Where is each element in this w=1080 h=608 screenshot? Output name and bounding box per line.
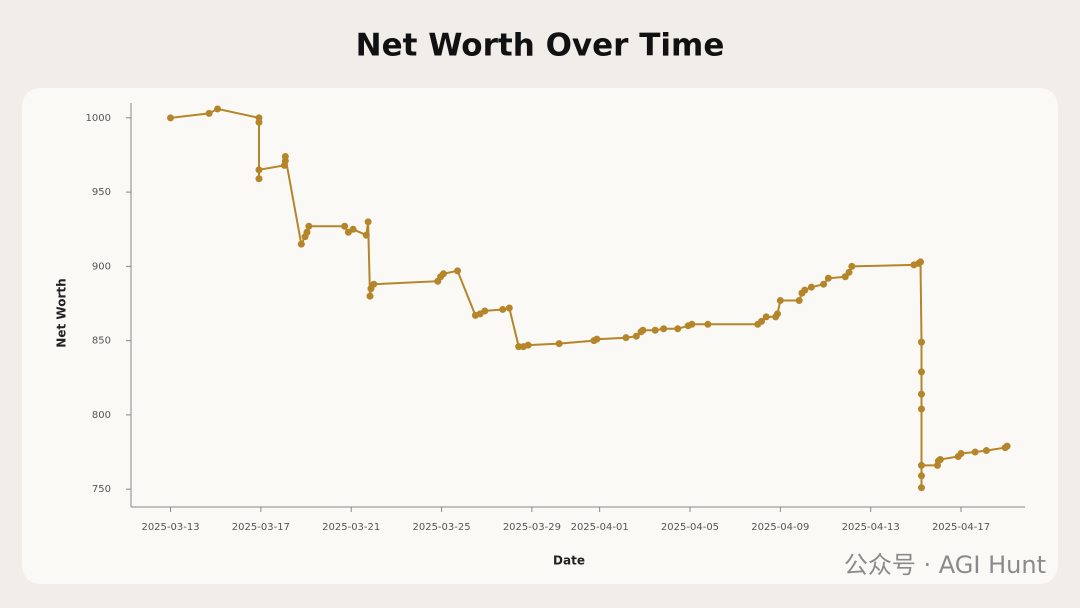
point <box>505 304 513 312</box>
point <box>214 105 222 113</box>
point <box>917 472 925 480</box>
point <box>917 484 925 492</box>
point <box>917 405 925 413</box>
y-tick-label: 850 <box>92 336 111 347</box>
point <box>688 320 696 328</box>
point <box>776 297 784 305</box>
watermark: 公众号 · AGI Hunt <box>844 551 1046 579</box>
x-tick-label: 2025-03-17 <box>232 522 290 533</box>
point <box>758 317 766 325</box>
point <box>660 325 668 333</box>
x-tick-label: 2025-04-05 <box>661 522 719 533</box>
point <box>555 340 563 348</box>
point <box>524 341 532 349</box>
point <box>917 338 925 346</box>
point <box>917 461 925 469</box>
point <box>281 152 289 160</box>
point <box>795 297 803 305</box>
chart-title: Net Worth Over Time <box>356 28 725 64</box>
x-tick-label: 2025-03-25 <box>412 522 470 533</box>
y-tick-label: 800 <box>92 410 111 421</box>
point <box>454 267 462 275</box>
x-tick-label: 2025-04-13 <box>842 522 900 533</box>
point <box>341 222 349 230</box>
point <box>971 448 979 456</box>
y-tick-label: 950 <box>92 187 111 198</box>
point <box>1003 442 1011 450</box>
point <box>370 280 378 288</box>
point <box>845 268 853 276</box>
point <box>255 166 263 174</box>
point <box>704 320 712 328</box>
point <box>303 228 311 236</box>
point <box>917 390 925 398</box>
point <box>917 368 925 376</box>
point <box>364 218 372 226</box>
point <box>632 332 640 340</box>
x-tick-label: 2025-04-17 <box>932 522 990 533</box>
point <box>674 325 682 333</box>
point <box>366 292 374 300</box>
point <box>917 258 925 266</box>
y-tick-label: 1000 <box>86 113 111 124</box>
x-tick-label: 2025-04-09 <box>751 522 809 533</box>
point <box>936 455 944 463</box>
y-tick-label: 750 <box>92 484 111 495</box>
point <box>205 109 213 117</box>
point <box>349 225 357 233</box>
point <box>957 450 965 458</box>
point <box>801 286 809 294</box>
y-axis-label: Net Worth <box>55 278 69 347</box>
chart-card <box>22 88 1058 584</box>
point <box>481 307 489 315</box>
point <box>255 175 263 183</box>
point <box>848 262 856 270</box>
point <box>807 283 815 291</box>
point <box>439 270 447 278</box>
point <box>255 118 263 126</box>
point <box>982 447 990 455</box>
point <box>820 280 828 288</box>
point <box>499 305 507 313</box>
x-tick-label: 2025-03-13 <box>141 522 199 533</box>
x-tick-label: 2025-03-21 <box>322 522 380 533</box>
point <box>362 231 370 239</box>
point <box>639 326 647 334</box>
point <box>622 334 630 342</box>
point <box>167 114 175 122</box>
point <box>762 313 770 321</box>
point <box>774 310 782 318</box>
point <box>651 326 659 334</box>
x-axis-label: Date <box>553 554 585 568</box>
x-tick-label: 2025-04-01 <box>571 522 629 533</box>
line <box>170 107 1008 488</box>
x-tick-label: 2025-03-29 <box>503 522 561 533</box>
point <box>305 222 313 230</box>
y-tick-label: 900 <box>92 261 111 272</box>
point <box>593 335 601 343</box>
point <box>297 240 305 248</box>
point <box>824 274 832 282</box>
